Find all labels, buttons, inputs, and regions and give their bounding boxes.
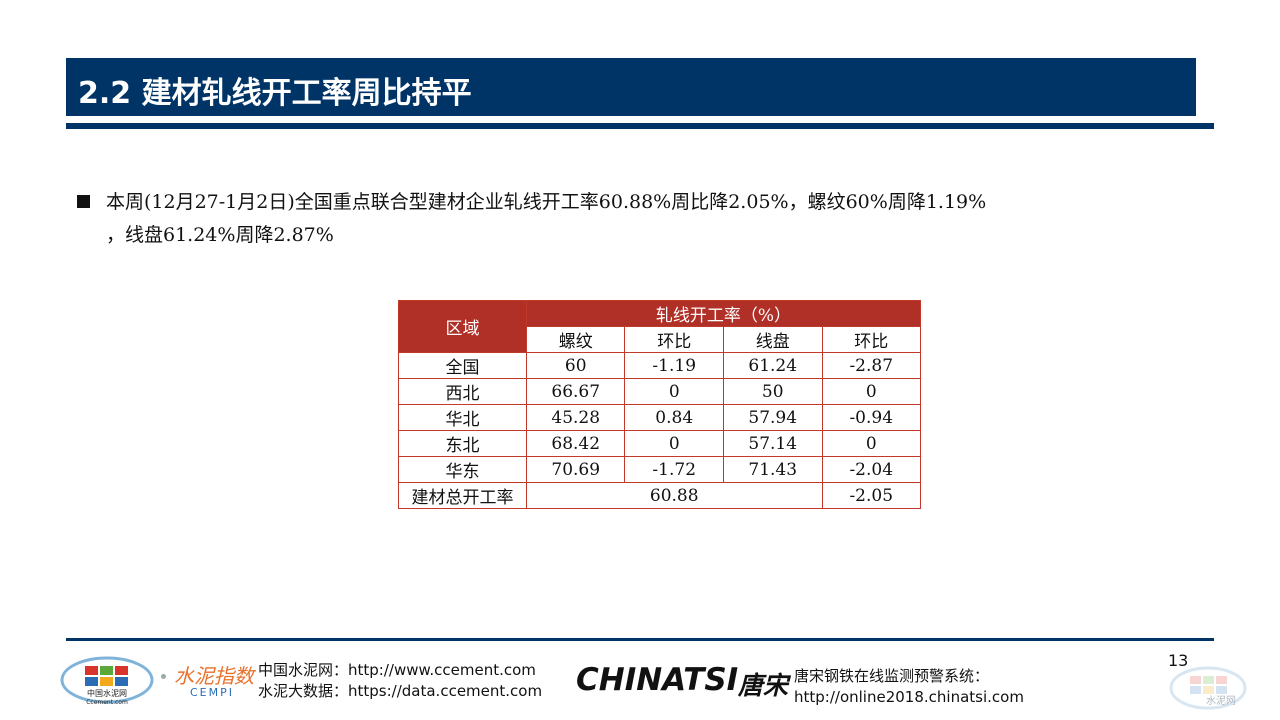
cempi-logo-main: 水泥指数 — [174, 664, 254, 688]
subheader-rebar: 螺纹 — [525, 326, 626, 353]
table-header-row: 区域 轧线开工率（%） — [398, 300, 922, 353]
operating-rate-table: 区域 轧线开工率（%） 螺纹 环比 线盘 环比 全国 60 -1.19 61.2… — [398, 300, 922, 509]
page-number: 13 — [1168, 651, 1189, 670]
monitor-url-link[interactable]: http://online2018.chinatsi.com — [794, 688, 1024, 706]
row-rebar: 66.67 — [525, 378, 626, 405]
total-value: 60.88 — [525, 482, 823, 509]
table-row: 全国 60 -1.19 61.24 -2.87 — [398, 352, 921, 379]
footer-links: 中国水泥网：http://www.ccement.com 水泥大数据：https… — [258, 660, 542, 702]
cempi-logo-sub: CEMPI — [190, 686, 234, 699]
monitor-system-info: 唐宋钢铁在线监测预警系统： http://online2018.chinatsi… — [794, 666, 1024, 708]
bullet-square-icon — [77, 195, 90, 208]
row-region: 东北 — [398, 430, 527, 457]
summary-paragraph: 本周(12月27-1月2日)全国重点联合型建材企业轧线开工率60.88%周比降2… — [106, 186, 1166, 252]
subheader-wire-change: 环比 — [821, 326, 921, 353]
row-region: 华东 — [398, 456, 527, 483]
row-wire: 57.14 — [722, 430, 823, 457]
slide-title: 2.2 建材轧线开工率周比持平 — [78, 76, 472, 111]
subheader-wire: 线盘 — [722, 326, 823, 353]
title-bar: 2.2 建材轧线开工率周比持平 — [66, 58, 1196, 116]
row-wire: 50 — [722, 378, 823, 405]
row-rebar-change: 0.84 — [624, 404, 724, 431]
row-wire: 71.43 — [722, 456, 823, 483]
total-label: 建材总开工率 — [398, 482, 527, 509]
table-subheader-row: 螺纹 环比 线盘 环比 — [399, 326, 921, 353]
data-ccement-link[interactable]: 水泥大数据：https://data.ccement.com — [258, 682, 543, 700]
row-rebar-change: -1.72 — [624, 456, 724, 483]
row-wire-change: 0 — [821, 430, 921, 457]
row-rebar: 70.69 — [525, 456, 626, 483]
footer-rule — [66, 638, 1214, 641]
region-header: 区域 — [398, 300, 527, 353]
ccement-logo-text: 中国水泥网 — [87, 688, 127, 698]
row-rebar: 45.28 — [525, 404, 626, 431]
row-rebar-change: 0 — [624, 430, 724, 457]
ccement-watermark-logo — [1169, 666, 1247, 710]
table-row: 华东 70.69 -1.72 71.43 -2.04 — [398, 456, 921, 483]
row-rebar-change: 0 — [624, 378, 724, 405]
ccement-logo: 中国水泥网 Ccement.com — [60, 656, 154, 706]
row-wire-change: -0.94 — [821, 404, 921, 431]
table-row: 西北 66.67 0 50 0 — [398, 378, 921, 405]
row-region: 华北 — [398, 404, 527, 431]
paragraph-line-1: 本周(12月27-1月2日)全国重点联合型建材企业轧线开工率60.88%周比降2… — [106, 191, 987, 213]
row-wire: 61.24 — [722, 352, 823, 379]
monitor-label: 唐宋钢铁在线监测预警系统： — [794, 667, 990, 685]
paragraph-line-2: ，线盘61.24%周降2.87% — [106, 224, 334, 246]
separator-dot — [161, 674, 166, 679]
row-rebar-change: -1.19 — [624, 352, 724, 379]
watermark-text: 水泥网 — [1206, 696, 1236, 707]
chinatsi-logo: CHINATSI — [576, 662, 739, 698]
row-wire-change: 0 — [821, 378, 921, 405]
total-change: -2.05 — [821, 482, 921, 509]
row-rebar: 68.42 — [525, 430, 626, 457]
subheader-rebar-change: 环比 — [624, 326, 724, 353]
group-header: 轧线开工率（%） — [525, 300, 922, 327]
title-rule — [66, 123, 1214, 129]
table-row: 华北 45.28 0.84 57.94 -0.94 — [398, 404, 921, 431]
ccement-link[interactable]: 中国水泥网：http://www.ccement.com — [258, 661, 536, 679]
row-region: 全国 — [398, 352, 527, 379]
row-wire: 57.94 — [722, 404, 823, 431]
row-rebar: 60 — [525, 352, 626, 379]
row-region: 西北 — [398, 378, 527, 405]
table-total-row: 建材总开工率 60.88 -2.05 — [398, 482, 921, 509]
ccement-logo-sub: Ccement.com — [86, 699, 128, 706]
tangsong-logo: 唐宋 — [738, 671, 789, 700]
row-wire-change: -2.87 — [821, 352, 921, 379]
table-row: 东北 68.42 0 57.14 0 — [398, 430, 921, 457]
row-wire-change: -2.04 — [821, 456, 921, 483]
cempi-logo: 水泥指数 CEMPI — [174, 660, 254, 702]
